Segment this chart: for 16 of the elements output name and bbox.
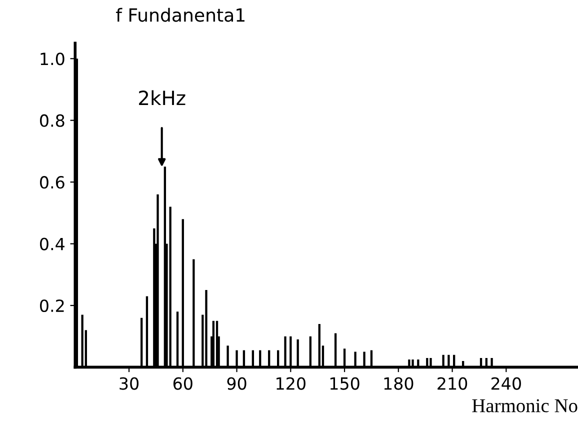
x-tick-label: 90 bbox=[227, 377, 246, 390]
y-tick-label: 0.8 bbox=[40, 114, 64, 127]
annotation: 2kHz bbox=[139, 90, 186, 105]
x-tick-label: 180 bbox=[384, 377, 414, 390]
chart-title: f Fundanenta1 bbox=[116, 8, 244, 22]
x-tick-label: 240 bbox=[491, 377, 521, 390]
x-tick-label: 210 bbox=[438, 377, 468, 390]
y-tick-label: 0.6 bbox=[40, 176, 64, 189]
y-tick-label: 1.0 bbox=[40, 52, 64, 66]
x-axis-title: Harmonic No bbox=[472, 399, 578, 412]
x-tick-label: 30 bbox=[120, 377, 139, 390]
y-tick-label: 0.4 bbox=[40, 238, 64, 250]
x-tick-label: 120 bbox=[276, 377, 306, 390]
x-tick-label: 150 bbox=[330, 377, 360, 390]
y-tick-label: 0.2 bbox=[40, 299, 64, 312]
x-tick-label: 60 bbox=[173, 377, 192, 390]
